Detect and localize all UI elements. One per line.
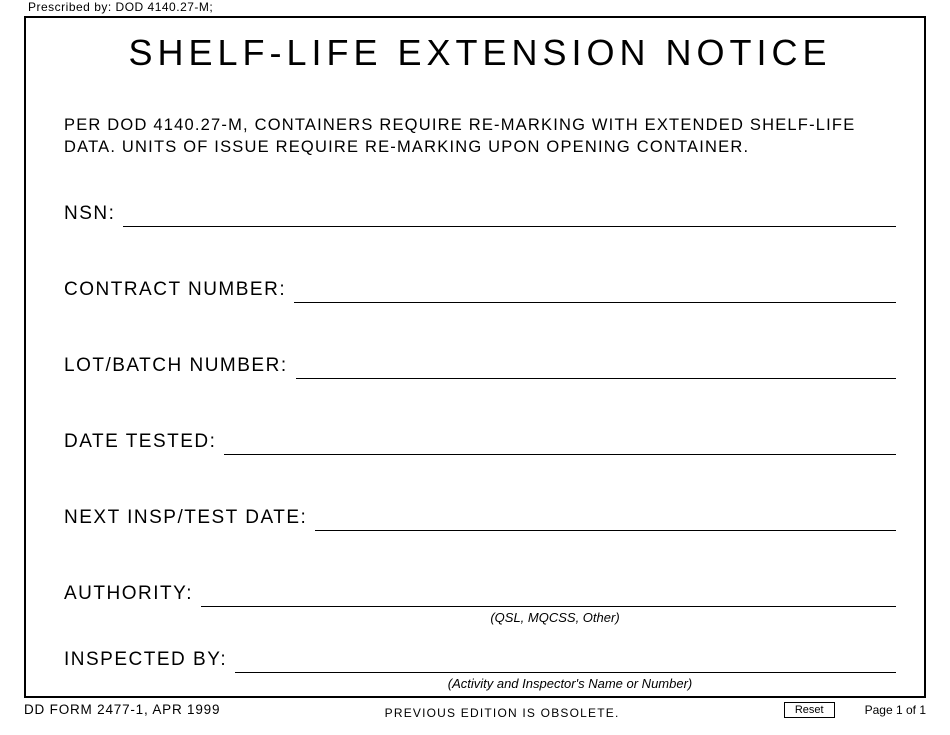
authority-caption: (QSL, MQCSS, Other)	[214, 610, 896, 625]
field-lot-batch-number: LOT/BATCH NUMBER:	[64, 355, 896, 379]
footer: DD FORM 2477-1, APR 1999 PREVIOUS EDITIO…	[24, 702, 926, 720]
field-date-tested: DATE TESTED:	[64, 431, 896, 455]
instruction-text: PER DOD 4140.27-M, CONTAINERS REQUIRE RE…	[64, 114, 896, 159]
reset-button[interactable]: Reset	[784, 702, 835, 718]
authority-label: AUTHORITY:	[64, 583, 201, 607]
form-container: SHELF-LIFE EXTENSION NOTICE PER DOD 4140…	[24, 16, 926, 698]
inspected-by-caption: (Activity and Inspector's Name or Number…	[244, 676, 896, 691]
date-tested-input[interactable]	[224, 433, 896, 455]
field-inspected-by: INSPECTED BY: (Activity and Inspector's …	[64, 649, 896, 673]
prescribed-by-text: Prescribed by: DOD 4140.27-M;	[28, 0, 926, 14]
lot-batch-number-input[interactable]	[296, 357, 896, 379]
form-id-text: DD FORM 2477-1, APR 1999	[24, 702, 220, 717]
field-authority: AUTHORITY: (QSL, MQCSS, Other)	[64, 583, 896, 607]
contract-number-label: CONTRACT NUMBER:	[64, 279, 294, 303]
authority-input[interactable]	[201, 585, 896, 607]
nsn-input[interactable]	[123, 205, 896, 227]
inspected-by-input[interactable]	[235, 651, 896, 673]
field-nsn: NSN:	[64, 203, 896, 227]
inspected-by-label: INSPECTED BY:	[64, 649, 235, 673]
form-title: SHELF-LIFE EXTENSION NOTICE	[64, 32, 896, 74]
lot-batch-number-label: LOT/BATCH NUMBER:	[64, 355, 296, 379]
next-insp-test-date-label: NEXT INSP/TEST DATE:	[64, 507, 315, 531]
nsn-label: NSN:	[64, 203, 123, 227]
page-number: Page 1 of 1	[865, 703, 926, 717]
next-insp-test-date-input[interactable]	[315, 509, 896, 531]
date-tested-label: DATE TESTED:	[64, 431, 224, 455]
field-next-insp-test-date: NEXT INSP/TEST DATE:	[64, 507, 896, 531]
field-contract-number: CONTRACT NUMBER:	[64, 279, 896, 303]
obsolete-text: PREVIOUS EDITION IS OBSOLETE.	[220, 702, 784, 720]
contract-number-input[interactable]	[294, 281, 896, 303]
